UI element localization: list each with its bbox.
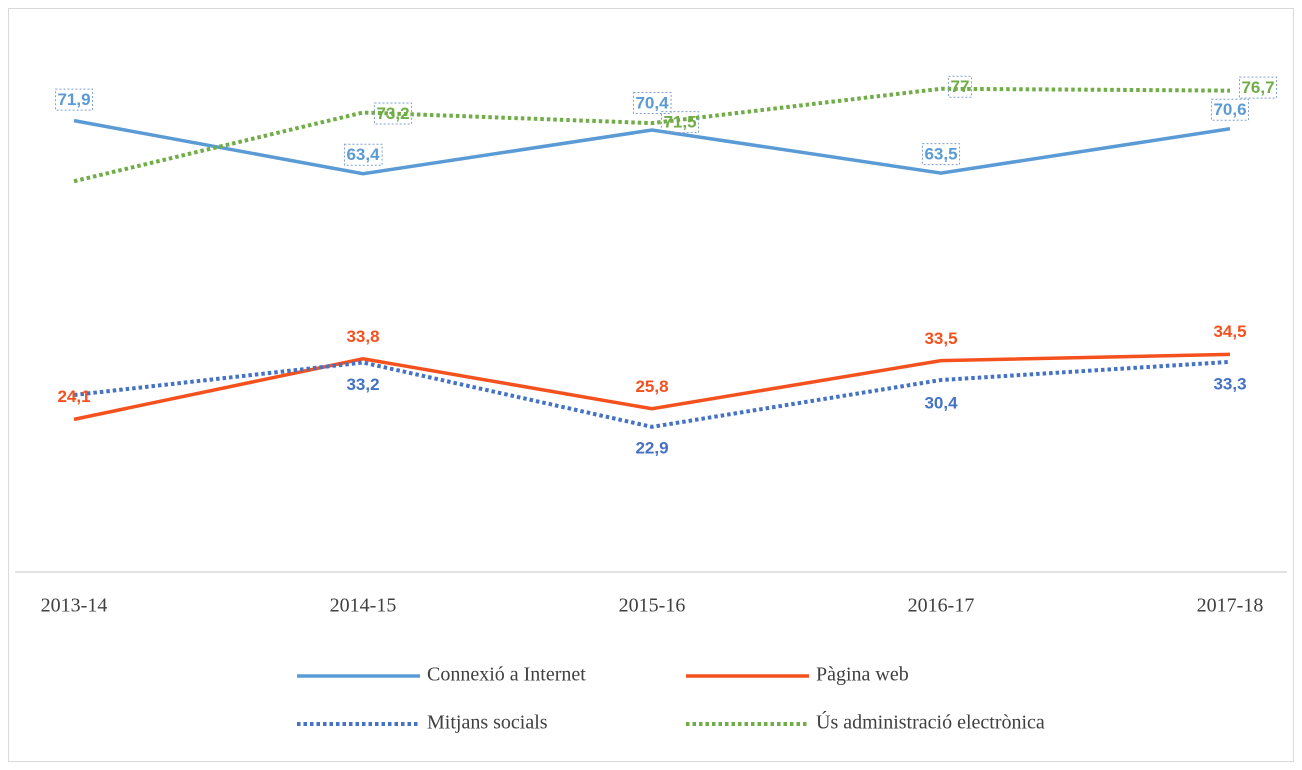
data-label-box [921, 143, 961, 166]
data-label-box [660, 111, 700, 134]
x-tick-label: 2013-14 [41, 595, 108, 617]
legend-label: Connexió a Internet [427, 664, 586, 686]
data-label-box [632, 91, 672, 114]
legend-label: Mitjans socials [427, 712, 548, 734]
data-label-box [1238, 76, 1278, 99]
chart-frame [8, 8, 1294, 762]
legend-label: Pàgina web [816, 664, 909, 686]
data-label-box [1210, 98, 1250, 121]
x-tick-label: 2016-17 [908, 595, 975, 617]
data-label: 71,5 [663, 113, 696, 132]
data-label: 22,9 [635, 438, 668, 457]
data-label: 34,5 [1213, 322, 1246, 341]
data-label: 70,6 [1213, 100, 1246, 119]
x-tick-label: 2015-16 [619, 595, 686, 617]
data-label: 33,8 [346, 327, 379, 346]
data-label: 33,2 [346, 375, 379, 394]
series-line [73, 86, 1231, 184]
data-label: 71,9 [57, 90, 90, 109]
series-line [73, 118, 1231, 176]
data-label: 76,7 [1241, 78, 1274, 97]
data-label: 30,4 [924, 393, 958, 412]
data-label: 63,4 [346, 145, 380, 164]
data-label-box [948, 75, 972, 98]
data-label: 25,8 [635, 377, 668, 396]
series-line [73, 359, 1231, 429]
x-tick-label: 2014-15 [330, 595, 397, 617]
data-label: 24,1 [57, 387, 90, 406]
data-label-box [54, 88, 94, 111]
legend-label: Ús administració electrònica [816, 710, 1045, 734]
data-label: 33,5 [924, 329, 957, 348]
series-line [73, 352, 1231, 422]
data-label-box [343, 143, 383, 166]
data-label: 33,3 [1213, 374, 1246, 393]
x-tick-label: 2017-18 [1197, 595, 1264, 617]
data-label-box [373, 102, 413, 125]
data-label: 77 [951, 77, 970, 96]
data-label: 70,4 [635, 93, 669, 112]
data-label: 63,5 [924, 145, 957, 164]
data-label: 73,2 [376, 104, 409, 123]
